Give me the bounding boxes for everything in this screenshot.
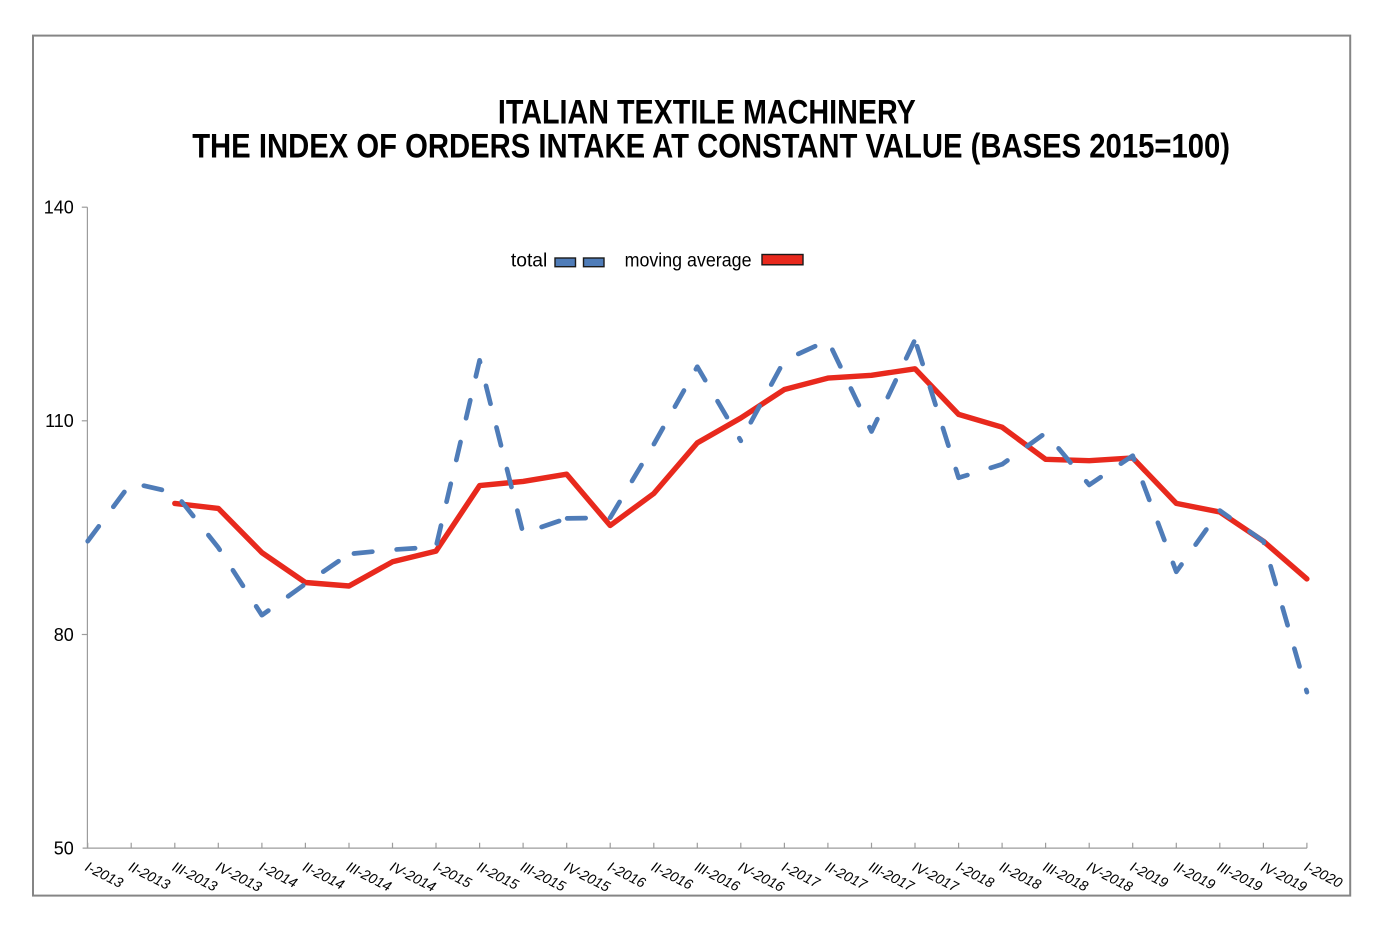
svg-text:50: 50 — [54, 839, 74, 859]
svg-text:110: 110 — [45, 411, 74, 431]
svg-text:moving average: moving average — [625, 251, 752, 272]
svg-text:80: 80 — [54, 625, 74, 645]
svg-text:140: 140 — [44, 198, 74, 218]
svg-text:total: total — [511, 251, 547, 272]
svg-text:THE INDEX OF ORDERS INTAKE AT: THE INDEX OF ORDERS INTAKE AT CONSTANT V… — [192, 128, 1230, 166]
svg-text:ITALIAN TEXTILE MACHINERY: ITALIAN TEXTILE MACHINERY — [498, 94, 916, 132]
